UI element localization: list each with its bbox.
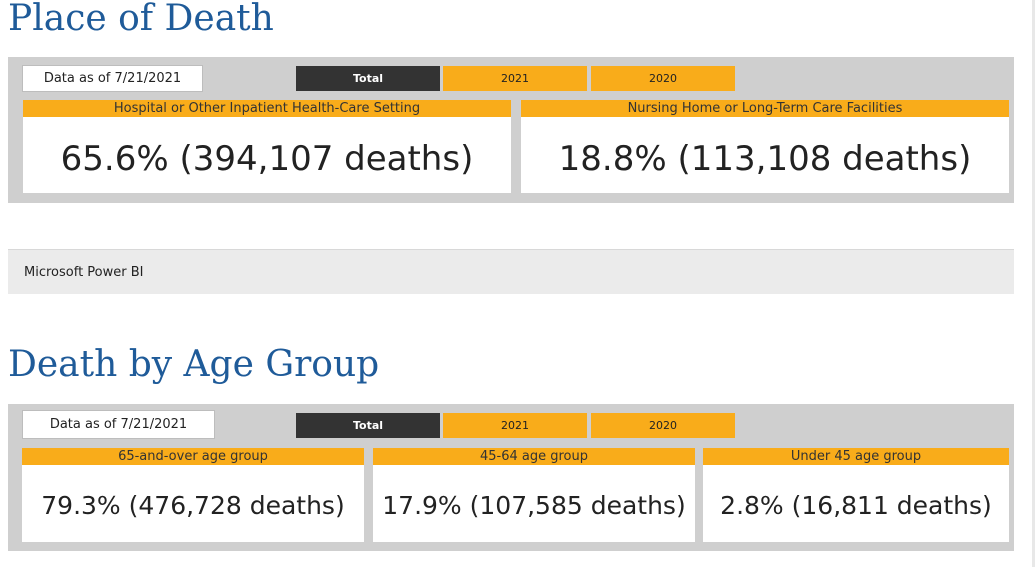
card-header: 45-64 age group xyxy=(373,448,695,465)
card-header: Under 45 age group xyxy=(703,448,1009,465)
age-under-45-card: Under 45 age group 2.8% (16,811 deaths) xyxy=(703,448,1009,542)
card-value: 18.8% (113,108 deaths) xyxy=(558,139,972,179)
power-bi-bar[interactable]: Microsoft Power BI xyxy=(8,249,1014,294)
nursing-home-card: Nursing Home or Long-Term Care Facilitie… xyxy=(521,100,1009,193)
card-header: 65-and-over age group xyxy=(22,448,364,465)
data-date-label: Data as of 7/21/2021 xyxy=(22,65,203,92)
tab-total[interactable]: Total xyxy=(296,413,440,438)
card-value: 17.9% (107,585 deaths) xyxy=(382,491,686,520)
card-header: Nursing Home or Long-Term Care Facilitie… xyxy=(521,100,1009,117)
age-45-64-card: 45-64 age group 17.9% (107,585 deaths) xyxy=(373,448,695,542)
death-by-age-group-title: Death by Age Group xyxy=(8,344,380,385)
place-of-death-title: Place of Death xyxy=(8,0,274,39)
tab-2021[interactable]: 2021 xyxy=(443,413,587,438)
age-65-plus-card: 65-and-over age group 79.3% (476,728 dea… xyxy=(22,448,364,542)
tab-2020[interactable]: 2020 xyxy=(591,66,735,91)
age-group-panel: Data as of 7/21/2021 Total 2021 2020 65-… xyxy=(8,404,1014,551)
card-value: 79.3% (476,728 deaths) xyxy=(41,491,345,520)
card-value: 2.8% (16,811 deaths) xyxy=(720,491,992,520)
page-scrollbar[interactable] xyxy=(1032,0,1035,567)
hospital-card: Hospital or Other Inpatient Health-Care … xyxy=(23,100,511,193)
card-value: 65.6% (394,107 deaths) xyxy=(60,139,474,179)
data-date-label: Data as of 7/21/2021 xyxy=(22,410,215,439)
tab-2021[interactable]: 2021 xyxy=(443,66,587,91)
tab-2020[interactable]: 2020 xyxy=(591,413,735,438)
card-header: Hospital or Other Inpatient Health-Care … xyxy=(23,100,511,117)
power-bi-link[interactable]: Microsoft Power BI xyxy=(24,264,144,280)
tab-total[interactable]: Total xyxy=(296,66,440,91)
place-of-death-panel: Data as of 7/21/2021 Total 2021 2020 Hos… xyxy=(8,57,1014,203)
